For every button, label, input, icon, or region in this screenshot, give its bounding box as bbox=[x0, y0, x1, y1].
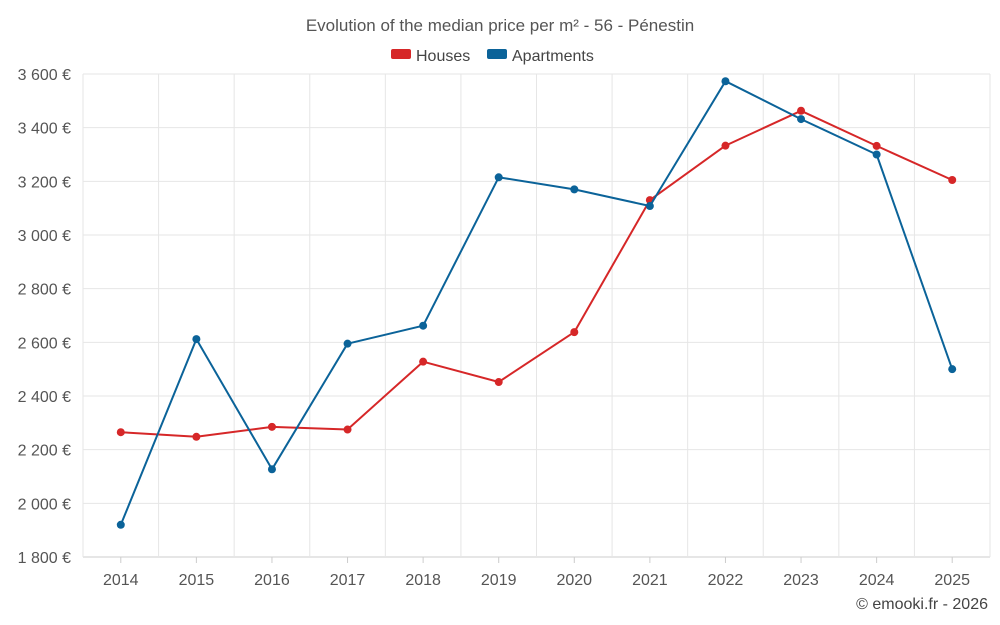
y-tick-label: 2 200 € bbox=[18, 443, 71, 460]
data-point-houses[interactable] bbox=[343, 425, 352, 434]
data-point-apartments[interactable] bbox=[116, 520, 125, 529]
data-point-apartments[interactable] bbox=[192, 335, 201, 344]
legend-label-houses: Houses bbox=[416, 48, 470, 65]
x-axis: 2014 2015 2016 2017 2018 2019 2020 2021 2022 2023… bbox=[103, 557, 970, 589]
x-tick-label: 2023 bbox=[783, 572, 819, 589]
y-tick-label: 3 000 € bbox=[18, 228, 71, 245]
data-point-houses[interactable] bbox=[948, 175, 957, 184]
data-point-apartments[interactable] bbox=[494, 173, 503, 182]
y-tick-label: 2 600 € bbox=[18, 335, 71, 352]
x-tick-label: 2022 bbox=[708, 572, 744, 589]
x-tick-label: 2017 bbox=[330, 572, 366, 589]
y-tick-label: 2 800 € bbox=[18, 282, 71, 299]
y-tick-label: 1 800 € bbox=[18, 550, 71, 567]
series-layer bbox=[116, 77, 957, 529]
y-tick-label: 3 200 € bbox=[18, 174, 71, 191]
data-point-houses[interactable] bbox=[267, 422, 276, 431]
chart-title: Evolution of the median price per m² - 5… bbox=[306, 16, 694, 35]
data-point-houses[interactable] bbox=[721, 141, 730, 150]
x-tick-label: 2020 bbox=[556, 572, 592, 589]
data-point-apartments[interactable] bbox=[570, 185, 579, 194]
data-point-apartments[interactable] bbox=[872, 150, 881, 159]
legend-swatch-houses bbox=[391, 49, 411, 59]
data-point-apartments[interactable] bbox=[419, 321, 428, 330]
y-tick-label: 2 000 € bbox=[18, 496, 71, 513]
data-point-houses[interactable] bbox=[797, 106, 806, 115]
series-line-apartments bbox=[119, 80, 954, 526]
data-point-houses[interactable] bbox=[570, 328, 579, 337]
grid bbox=[82, 73, 991, 558]
series-line-houses bbox=[120, 109, 953, 438]
data-point-apartments[interactable] bbox=[797, 115, 806, 124]
legend-label-apartments: Apartments bbox=[512, 48, 594, 65]
data-point-houses[interactable] bbox=[494, 378, 503, 387]
y-tick-label: 3 600 € bbox=[18, 67, 71, 84]
x-tick-label: 2021 bbox=[632, 572, 668, 589]
x-tick-label: 2025 bbox=[934, 572, 970, 589]
y-tick-label: 2 400 € bbox=[18, 389, 71, 406]
y-tick-label: 3 400 € bbox=[18, 121, 71, 138]
x-tick-label: 2016 bbox=[254, 572, 290, 589]
data-point-houses[interactable] bbox=[116, 428, 125, 437]
x-tick-label: 2014 bbox=[103, 572, 139, 589]
x-tick-label: 2018 bbox=[405, 572, 441, 589]
data-point-apartments[interactable] bbox=[721, 77, 730, 86]
x-tick-label: 2019 bbox=[481, 572, 517, 589]
legend-item-apartments[interactable]: Apartments bbox=[487, 48, 594, 65]
data-point-houses[interactable] bbox=[872, 141, 881, 150]
x-tick-label: 2024 bbox=[859, 572, 895, 589]
data-point-apartments[interactable] bbox=[645, 202, 654, 211]
data-point-apartments[interactable] bbox=[948, 365, 957, 374]
data-point-houses[interactable] bbox=[192, 432, 201, 441]
credit: © emooki.fr - 2026 bbox=[856, 596, 988, 613]
legend: Houses Apartments bbox=[391, 48, 594, 65]
legend-swatch-apartments bbox=[487, 49, 507, 59]
x-tick-label: 2015 bbox=[179, 572, 215, 589]
legend-item-houses[interactable]: Houses bbox=[391, 48, 470, 65]
data-point-apartments[interactable] bbox=[267, 465, 276, 474]
data-point-houses[interactable] bbox=[419, 357, 428, 366]
y-axis: 1 800 € 2 000 € 2 200 € 2 400 € 2 600 € 2 800… bbox=[18, 67, 71, 567]
data-point-apartments[interactable] bbox=[343, 339, 352, 348]
